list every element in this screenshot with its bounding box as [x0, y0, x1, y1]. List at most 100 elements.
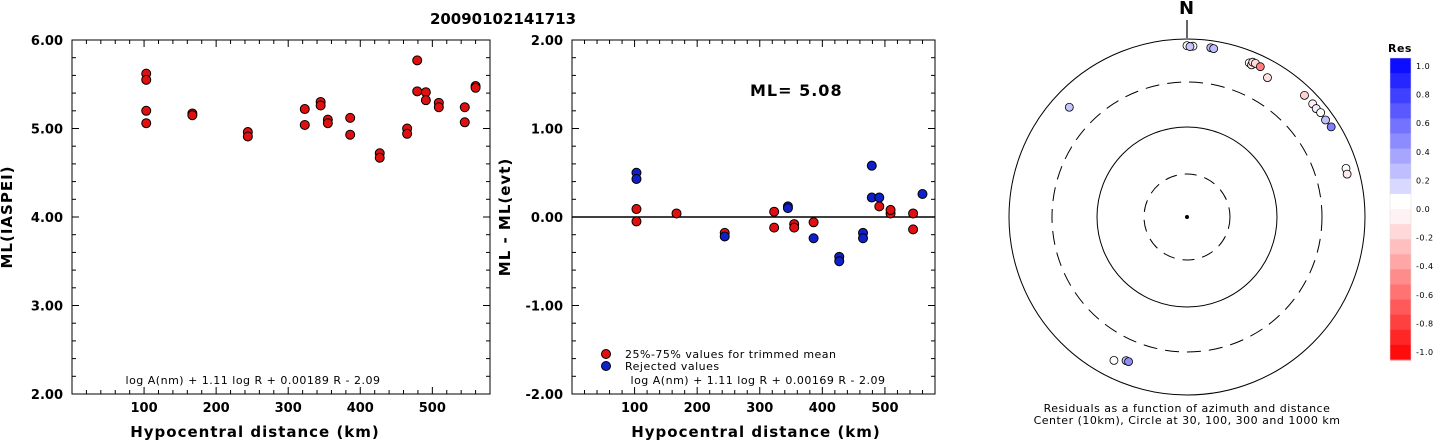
- azimuth-residual-point: [1209, 44, 1219, 54]
- panel2-xtick-label: 300: [746, 401, 773, 416]
- panel1-data-point: [242, 131, 253, 142]
- panel2-data-point: [719, 231, 730, 242]
- colorbar-tick-label: -0.8: [1416, 319, 1434, 328]
- azimuth-residual-point: [1321, 115, 1330, 125]
- azimuth-caption-line1: Residuals as a function of azimuth and d…: [1044, 402, 1331, 415]
- panel2-ylabel: ML - ML(evt): [496, 158, 514, 276]
- azimuth-residual-point: [1255, 62, 1265, 72]
- ring-30km: [1143, 173, 1231, 261]
- colorbar-outline: [1389, 57, 1412, 361]
- panel2-data-point: [885, 204, 896, 215]
- panel1-data-point: [141, 118, 152, 129]
- colorbar-cell: [1390, 314, 1411, 331]
- panel2-formula: log A(nm) + 1.11 log R + 0.00169 R - 2.0…: [631, 374, 886, 387]
- panel-azimuth: N Residuals as a function of azimuth and…: [1008, 0, 1366, 427]
- panel1-data-point: [345, 129, 356, 140]
- colorbar-cell: [1390, 254, 1411, 270]
- panel2-data-point: [769, 222, 780, 233]
- panel1-data-point: [299, 104, 310, 115]
- panel2-data-point: [782, 203, 793, 214]
- panel2-data-point: [808, 233, 819, 244]
- panel2-data-point: [917, 188, 928, 199]
- colorbar-tick-label: -1.0: [1416, 348, 1434, 357]
- figure-title: 20090102141713: [430, 10, 576, 28]
- panel1-ylabel: ML(IASPEI): [0, 165, 16, 268]
- panel-ml-iaspei: 2.00 3.00 4.00 5.00 6.00 100 200 300 400 500 ML(I…: [0, 34, 491, 441]
- azimuth-points: [1064, 41, 1352, 367]
- panel1-formula: log A(nm) + 1.11 log R + 0.00189 R - 2.0…: [126, 374, 381, 387]
- panel1-data-point: [459, 117, 470, 128]
- colorbar-cells: [1389, 57, 1412, 361]
- panel2-axes: -2.00 -1.00 0.00 1.00 2.00 100 200 300 400 500: [526, 34, 935, 416]
- colorbar-cell: [1390, 148, 1411, 165]
- panel2-data-point: [631, 216, 642, 227]
- panel2-data-point: [671, 208, 682, 219]
- ring-300km: [1051, 81, 1323, 353]
- panel1-xtick-label: 200: [203, 401, 230, 416]
- panel2-data-point: [631, 204, 642, 215]
- panel2-ytick-label: -2.00: [526, 388, 563, 403]
- panel1-ytick-label: 4.00: [31, 211, 63, 226]
- panel1-data-point: [315, 100, 326, 111]
- panel1-data-point: [433, 102, 444, 113]
- panel1-data-point: [141, 74, 152, 85]
- panel1-xtick-label: 400: [347, 401, 374, 416]
- colorbar-cell: [1390, 103, 1411, 119]
- azimuth-residual-point: [1109, 355, 1119, 365]
- panel2-ytick-label: 1.00: [531, 123, 563, 138]
- ring-100km: [1096, 126, 1278, 308]
- panel2-ytick-label: -1.00: [526, 300, 563, 315]
- colorbar-cell: [1390, 239, 1411, 255]
- panel2-data-point: [769, 206, 780, 217]
- colorbar-cell: [1390, 344, 1411, 361]
- panel2-data-point: [874, 201, 885, 212]
- colorbar-cell: [1390, 178, 1411, 195]
- azimuth-caption-line2: Center (10km), Circle at 30, 100, 300 an…: [1034, 414, 1341, 427]
- panel2-data-point: [866, 160, 877, 171]
- panel1-data-point: [459, 102, 470, 113]
- panel2-data-point: [908, 224, 919, 235]
- panel1-data-point: [322, 118, 333, 129]
- azimuth-residual-point: [1326, 122, 1336, 132]
- colorbar-tick-label: -0.2: [1416, 234, 1434, 243]
- legend-trimmed-label: 25%-75% values for trimmed mean: [625, 348, 837, 361]
- colorbar-tick-label: 0.2: [1416, 176, 1430, 185]
- panel1-ytick-label: 6.00: [31, 34, 63, 49]
- panel-ml-residual: -2.00 -1.00 0.00 1.00 2.00 100 200 300 400 500 ML…: [496, 34, 936, 441]
- colorbar-cell: [1390, 269, 1411, 285]
- colorbar-cell: [1390, 163, 1411, 180]
- panel2-data-point: [808, 217, 819, 228]
- colorbar-title: Res: [1388, 42, 1412, 55]
- panel2-xtick-label: 500: [871, 401, 898, 416]
- panel1-xtick-label: 500: [419, 401, 446, 416]
- colorbar-tick-label: 0.4: [1416, 148, 1430, 157]
- colorbar-cell: [1390, 88, 1411, 104]
- panel1-data-point: [299, 119, 310, 130]
- panel1-data-point: [420, 95, 431, 106]
- panel1-xtick-label: 300: [275, 401, 302, 416]
- panel2-ytick-label: 2.00: [531, 34, 563, 49]
- panel1-ytick-label: 5.00: [31, 123, 63, 138]
- azimuth-residual-point: [1316, 108, 1326, 117]
- azimuth-residual-point: [1185, 42, 1195, 51]
- colorbar-cell: [1390, 224, 1411, 240]
- legend-trimmed-marker: [601, 349, 611, 359]
- panel2-xtick-label: 400: [809, 401, 836, 416]
- colorbar-cell: [1390, 193, 1411, 210]
- epicenter-marker: [1185, 215, 1189, 219]
- azimuth-residual-point: [1342, 169, 1352, 179]
- panel1-data-point: [412, 86, 423, 97]
- panel1-data-point: [187, 110, 198, 121]
- azimuth-residual-point: [1263, 73, 1272, 83]
- colorbar-cell: [1390, 209, 1411, 225]
- panel2-xtick-label: 100: [621, 401, 648, 416]
- panel1-xtick-label: 100: [130, 401, 157, 416]
- ml-value-label: ML= 5.08: [750, 81, 843, 100]
- colorbar-tick-label: 0.8: [1416, 91, 1430, 100]
- panel2-data-point: [789, 222, 800, 233]
- panel1-data-point: [141, 105, 152, 116]
- colorbar-cell: [1390, 118, 1411, 134]
- colorbar-tick-label: 1.0: [1416, 62, 1430, 71]
